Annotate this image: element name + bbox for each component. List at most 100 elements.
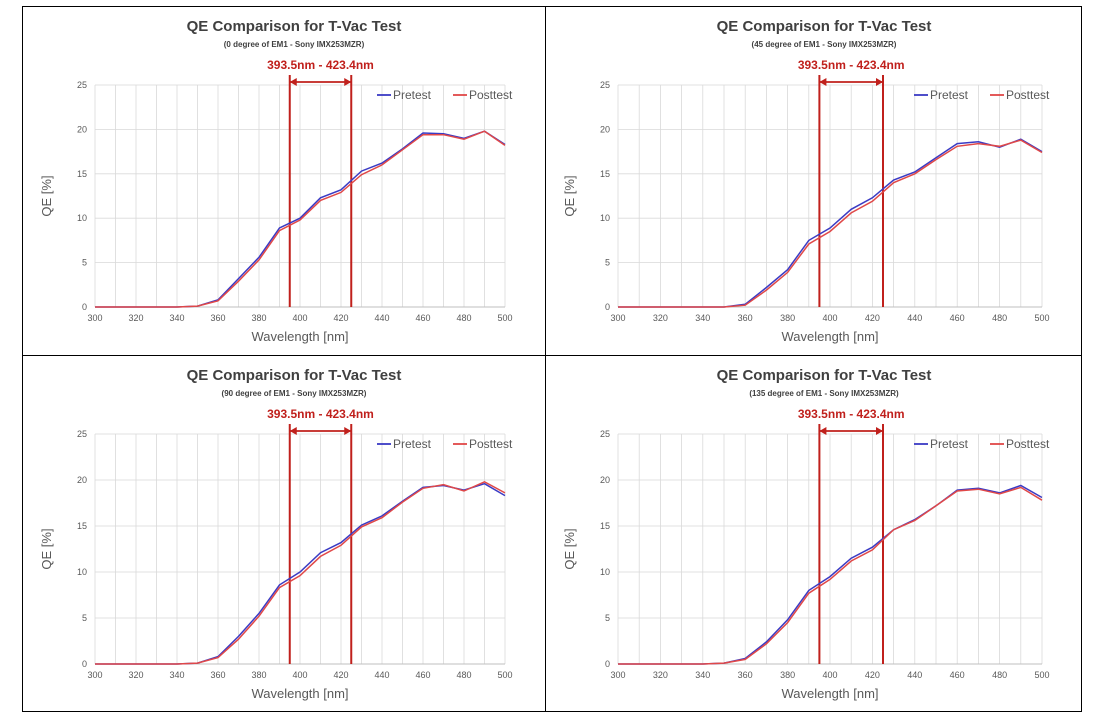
chart-panel-135deg: QE Comparison for T-Vac Test (135 degree … xyxy=(546,356,1082,712)
y-tick-label: 5 xyxy=(82,613,87,623)
x-tick-label: 420 xyxy=(333,313,348,323)
chart-subtitle: (135 degree of EM1 - Sony IMX253MZR) xyxy=(749,389,899,398)
x-tick-label: 460 xyxy=(415,670,430,680)
x-tick-label: 380 xyxy=(251,670,266,680)
x-tick-label: 440 xyxy=(907,313,922,323)
y-axis-label: QE [%] xyxy=(562,175,577,216)
y-axis-label: QE [%] xyxy=(39,528,54,569)
x-tick-label: 340 xyxy=(169,670,184,680)
x-tick-label: 440 xyxy=(374,313,389,323)
series-line-posttest xyxy=(95,480,506,665)
y-tick-label: 25 xyxy=(77,80,87,90)
chart-grid: QE Comparison for T-Vac Test (0 degree of… xyxy=(22,6,1082,712)
legend-label-posttest: Posttest xyxy=(1006,88,1050,102)
y-tick-label: 15 xyxy=(600,169,610,179)
y-axis-label: QE [%] xyxy=(39,175,54,216)
x-tick-label: 300 xyxy=(610,313,625,323)
y-tick-label: 20 xyxy=(600,124,610,134)
y-tick-label: 10 xyxy=(77,567,87,577)
chart-panel-45deg: QE Comparison for T-Vac Test (45 degree o… xyxy=(546,7,1082,355)
x-tick-label: 420 xyxy=(333,670,348,680)
chart-title: QE Comparison for T-Vac Test xyxy=(187,18,402,35)
y-tick-label: 0 xyxy=(82,659,87,669)
y-tick-label: 0 xyxy=(605,659,610,669)
band-label: 393.5nm - 423.4nm xyxy=(798,58,905,72)
chart-title: QE Comparison for T-Vac Test xyxy=(187,367,402,384)
series-line-posttest xyxy=(95,130,506,308)
x-tick-label: 440 xyxy=(907,670,922,680)
y-tick-label: 5 xyxy=(82,258,87,268)
y-tick-label: 20 xyxy=(77,124,87,134)
x-tick-label: 360 xyxy=(738,313,753,323)
x-tick-label: 340 xyxy=(695,670,710,680)
chart-subtitle: (90 degree of EM1 - Sony IMX253MZR) xyxy=(222,389,367,398)
legend-label-pretest: Pretest xyxy=(393,437,432,451)
x-tick-label: 300 xyxy=(610,670,625,680)
y-tick-label: 25 xyxy=(600,429,610,439)
y-tick-label: 0 xyxy=(82,302,87,312)
x-tick-label: 320 xyxy=(128,313,143,323)
grid-divider-vertical xyxy=(545,7,546,711)
y-tick-label: 25 xyxy=(77,429,87,439)
x-axis-label: Wavelength [nm] xyxy=(781,329,878,344)
x-tick-label: 400 xyxy=(292,670,307,680)
band-arrowhead-right xyxy=(876,78,883,86)
y-tick-label: 5 xyxy=(605,613,610,623)
x-tick-label: 300 xyxy=(87,313,102,323)
x-tick-label: 340 xyxy=(695,313,710,323)
band-arrowhead-left xyxy=(819,427,827,435)
y-tick-label: 20 xyxy=(77,475,87,485)
x-tick-label: 380 xyxy=(780,670,795,680)
x-tick-label: 400 xyxy=(822,670,837,680)
band-label: 393.5nm - 423.4nm xyxy=(267,58,374,72)
x-tick-label: 300 xyxy=(87,670,102,680)
x-tick-label: 380 xyxy=(251,313,266,323)
legend-label-posttest: Posttest xyxy=(1006,437,1050,451)
x-tick-label: 420 xyxy=(865,670,880,680)
x-tick-label: 480 xyxy=(992,670,1007,680)
y-tick-label: 15 xyxy=(77,521,87,531)
x-tick-label: 500 xyxy=(497,670,512,680)
band-arrowhead-right xyxy=(876,427,883,435)
y-tick-label: 20 xyxy=(600,475,610,485)
x-tick-label: 360 xyxy=(210,313,225,323)
y-tick-label: 15 xyxy=(77,169,87,179)
grid-divider-horizontal xyxy=(23,355,1081,356)
legend-label-posttest: Posttest xyxy=(469,437,513,451)
x-tick-label: 480 xyxy=(992,313,1007,323)
x-tick-label: 320 xyxy=(653,313,668,323)
x-tick-label: 500 xyxy=(497,313,512,323)
band-arrowhead-left xyxy=(289,427,297,435)
x-tick-label: 400 xyxy=(292,313,307,323)
chart-subtitle: (45 degree of EM1 - Sony IMX253MZR) xyxy=(752,40,897,49)
chart-title: QE Comparison for T-Vac Test xyxy=(717,367,932,384)
legend-label-pretest: Pretest xyxy=(930,88,969,102)
x-tick-label: 320 xyxy=(653,670,668,680)
chart-panel-0deg: QE Comparison for T-Vac Test (0 degree of… xyxy=(23,7,545,355)
x-tick-label: 480 xyxy=(456,670,471,680)
y-tick-label: 15 xyxy=(600,521,610,531)
band-arrowhead-right xyxy=(344,427,352,435)
x-tick-label: 460 xyxy=(415,313,430,323)
series-line-posttest xyxy=(618,486,1043,665)
band-arrowhead-left xyxy=(289,78,297,86)
chart-subtitle: (0 degree of EM1 - Sony IMX253MZR) xyxy=(224,40,365,49)
y-tick-label: 0 xyxy=(605,302,610,312)
y-tick-label: 10 xyxy=(77,213,87,223)
legend-label-pretest: Pretest xyxy=(393,88,432,102)
band-label: 393.5nm - 423.4nm xyxy=(267,407,374,421)
y-tick-label: 10 xyxy=(600,567,610,577)
legend-label-pretest: Pretest xyxy=(930,437,969,451)
x-tick-label: 360 xyxy=(738,670,753,680)
x-tick-label: 440 xyxy=(374,670,389,680)
y-tick-label: 5 xyxy=(605,258,610,268)
y-tick-label: 10 xyxy=(600,213,610,223)
band-arrowhead-left xyxy=(819,78,827,86)
x-axis-label: Wavelength [nm] xyxy=(251,686,348,701)
legend-label-posttest: Posttest xyxy=(469,88,513,102)
x-tick-label: 360 xyxy=(210,670,225,680)
x-tick-label: 420 xyxy=(865,313,880,323)
chart-panel-90deg: QE Comparison for T-Vac Test (90 degree o… xyxy=(23,356,545,712)
chart-title: QE Comparison for T-Vac Test xyxy=(717,18,932,35)
band-label: 393.5nm - 423.4nm xyxy=(798,407,905,421)
